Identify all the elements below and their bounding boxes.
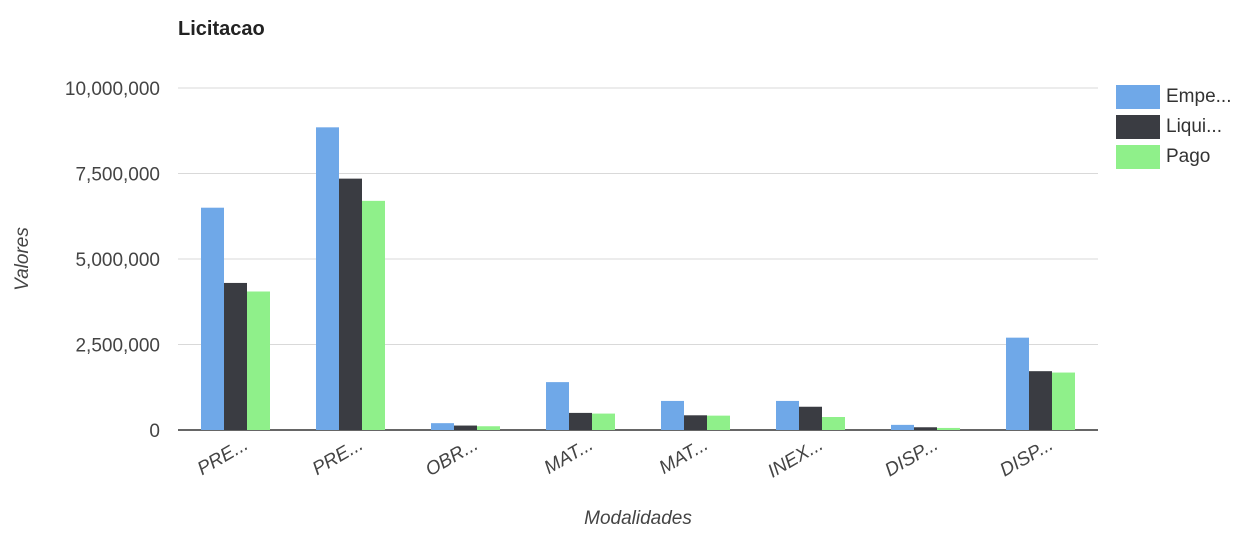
legend-label: Pago [1166, 146, 1211, 167]
legend-swatch [1116, 115, 1160, 139]
bar-pago [362, 200, 385, 430]
legend-label: Empe... [1166, 86, 1232, 107]
y-tick-label: 5,000,000 [75, 250, 160, 271]
bar-empenhado [201, 207, 224, 430]
bar-liquidado [914, 427, 937, 430]
bar-liquidado [799, 406, 822, 430]
legend-item: Empe... [1116, 82, 1231, 112]
legend-item: Liqui... [1116, 112, 1231, 142]
x-axis-title: Modalidades [584, 508, 692, 529]
y-tick-label: 2,500,000 [75, 336, 160, 357]
bar-empenhado [776, 400, 799, 430]
legend-label: Liqui... [1166, 116, 1222, 137]
legend-item: Pago [1116, 142, 1231, 172]
x-tick-label: PRE... [309, 434, 367, 480]
x-tick-label: OBR... [422, 434, 482, 481]
bar-pago [707, 415, 730, 430]
bar-liquidado [684, 415, 707, 430]
bar-liquidado [1029, 371, 1052, 430]
bar-empenhado [316, 127, 339, 430]
x-tick-label: INEX... [764, 434, 827, 482]
x-tick-label: DISP... [882, 434, 942, 481]
bar-liquidado [569, 412, 592, 430]
y-axis-title: Valores [12, 227, 33, 291]
x-tick-label: MAT... [541, 434, 597, 479]
chart-title: Licitacao [178, 18, 265, 40]
y-tick-label: 0 [149, 421, 160, 442]
y-tick-label: 7,500,000 [75, 165, 160, 186]
bar-liquidado [454, 425, 477, 430]
bar-empenhado [1006, 337, 1029, 430]
bar-empenhado [431, 423, 454, 430]
bar-pago [477, 426, 500, 430]
x-tick-label: MAT... [656, 434, 712, 479]
bar-pago [592, 413, 615, 430]
bar-empenhado [891, 424, 914, 430]
x-tick-label: PRE... [194, 434, 252, 480]
bar-liquidado [339, 178, 362, 430]
bar-pago [937, 427, 960, 430]
bar-liquidado [224, 282, 247, 430]
y-tick-label: 10,000,000 [65, 79, 160, 100]
bar-pago [247, 291, 270, 430]
bar-pago [822, 417, 845, 430]
bar-pago [1052, 372, 1075, 430]
legend: Empe... Liqui... Pago [1116, 82, 1231, 172]
bar-empenhado [546, 382, 569, 430]
legend-swatch [1116, 85, 1160, 109]
bar-empenhado [661, 400, 684, 430]
legend-swatch [1116, 145, 1160, 169]
x-tick-label: DISP... [997, 434, 1057, 481]
